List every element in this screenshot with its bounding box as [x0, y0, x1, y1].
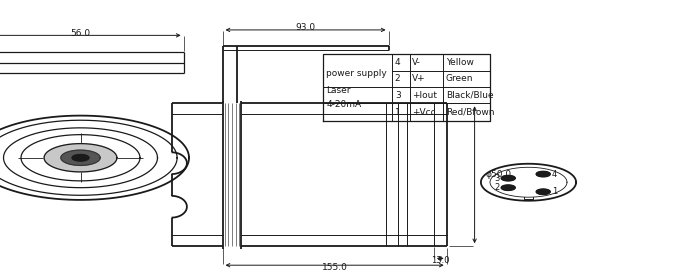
Text: Red/Brown: Red/Brown: [446, 108, 494, 117]
Text: +Iout: +Iout: [412, 91, 438, 100]
Polygon shape: [501, 185, 515, 190]
Text: 4-20mA: 4-20mA: [326, 100, 361, 109]
Text: Black/Blue: Black/Blue: [446, 91, 494, 100]
Polygon shape: [536, 189, 550, 194]
Polygon shape: [501, 175, 515, 181]
Text: V-: V-: [412, 58, 421, 67]
Text: V+: V+: [412, 74, 426, 84]
Text: φ50.0: φ50.0: [485, 170, 511, 179]
Text: 2: 2: [494, 183, 500, 192]
Polygon shape: [61, 150, 100, 165]
Text: +Vcc: +Vcc: [412, 108, 436, 117]
Text: 3: 3: [494, 174, 500, 183]
Polygon shape: [72, 154, 89, 161]
Text: 56.0: 56.0: [71, 29, 90, 38]
Text: Green: Green: [446, 74, 473, 84]
Text: 4: 4: [395, 58, 400, 67]
Text: 1: 1: [395, 108, 400, 117]
Text: Yellow: Yellow: [446, 58, 474, 67]
Text: 155.0: 155.0: [322, 263, 347, 272]
Text: power supply: power supply: [326, 69, 387, 78]
Polygon shape: [44, 144, 117, 172]
Text: 2: 2: [395, 74, 400, 84]
Text: 1: 1: [552, 187, 557, 196]
Text: Laser: Laser: [326, 86, 351, 95]
Text: 4: 4: [552, 169, 557, 179]
Text: 3: 3: [395, 91, 400, 100]
Text: 13.0: 13.0: [431, 256, 449, 265]
Text: 93.0: 93.0: [295, 23, 316, 32]
Polygon shape: [536, 171, 550, 177]
